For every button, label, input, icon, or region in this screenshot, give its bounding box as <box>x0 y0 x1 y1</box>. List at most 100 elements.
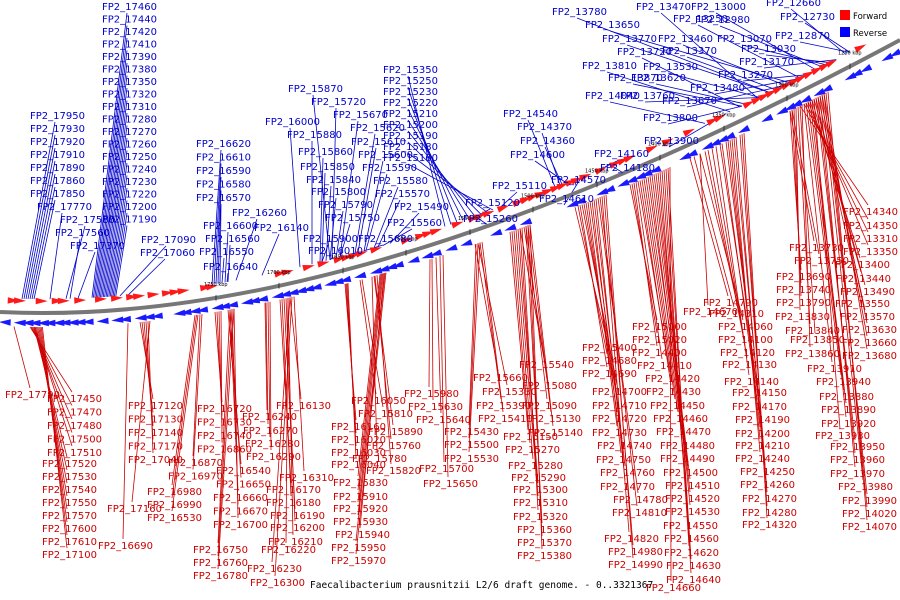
forward-gene-label: FP2_14780 <box>613 495 668 506</box>
reverse-gene-label: FP2_13250 <box>673 14 728 25</box>
forward-gene-label: FP2_15910 <box>333 492 388 503</box>
forward-gene-label: FP2_14410 <box>637 361 692 372</box>
genome-caption: Faecalibacterium prausnitzii L2/6 draft … <box>310 580 653 591</box>
reverse-feature-arrow <box>445 244 458 251</box>
forward-leader-line <box>42 327 68 549</box>
forward-leader-line <box>825 92 868 508</box>
forward-gene-label: FP2_14200 <box>735 429 790 440</box>
reverse-leader-line <box>319 157 324 263</box>
reverse-leader-line <box>33 199 56 300</box>
reverse-gene-label: FP2_13170 <box>739 57 794 68</box>
forward-gene-label: FP2_14060 <box>718 322 773 333</box>
forward-leader-line <box>265 302 269 425</box>
forward-gene-label: FP2_15000 <box>632 322 687 333</box>
forward-leader-line <box>233 308 239 519</box>
forward-gene-label: FP2_14620 <box>664 548 719 559</box>
reverse-gene-label: FP2_15610 <box>351 137 406 148</box>
reverse-gene-label: FP2_15350 <box>383 65 438 76</box>
forward-gene-label: FP2_13930 <box>815 431 870 442</box>
reverse-feature-arrow <box>799 94 812 104</box>
forward-leader-line <box>264 302 268 411</box>
forward-gene-label: FP2_14260 <box>740 480 795 491</box>
reverse-feature-arrow <box>701 141 715 150</box>
forward-gene-label: FP2_16780 <box>193 571 248 582</box>
forward-leader-line <box>36 326 68 484</box>
scale-tick-label: 1600 kbp <box>394 237 418 243</box>
forward-gene-label: FP2_14270 <box>742 494 797 505</box>
reverse-leader-line <box>321 244 329 262</box>
forward-gene-label: FP2_13990 <box>842 496 897 507</box>
reverse-gene-label: FP2_13800 <box>643 113 698 124</box>
forward-feature-arrow <box>794 74 807 84</box>
forward-feature-arrow <box>594 167 607 175</box>
reverse-gene-label: FP2_15250 <box>383 76 438 87</box>
forward-feature-arrow <box>110 295 123 302</box>
forward-leader-line <box>601 196 630 533</box>
reverse-feature-arrow <box>504 223 517 231</box>
forward-leader-line <box>428 259 431 388</box>
reverse-gene-label: FP2_17580 <box>60 215 115 226</box>
legend: Forward Reverse <box>840 10 887 39</box>
forward-gene-label: FP2_15540 <box>519 360 574 371</box>
legend-reverse-label: Reverse <box>853 29 887 39</box>
forward-gene-label: FP2_13950 <box>830 442 885 453</box>
reverse-leader-line <box>714 78 799 95</box>
reverse-gene-label: FP2_15590 <box>362 163 417 174</box>
forward-gene-label: FP2_14760 <box>600 468 655 479</box>
forward-leader-line <box>468 243 477 426</box>
reverse-gene-label: FP2_17420 <box>102 27 157 38</box>
reverse-feature-arrow <box>850 68 863 78</box>
forward-leader-line <box>347 283 357 459</box>
forward-leader-line <box>667 168 692 574</box>
forward-gene-label: FP2_14130 <box>722 360 777 371</box>
reverse-gene-label: FP2_15180 <box>383 142 438 153</box>
forward-gene-label: FP2_16690 <box>98 541 153 552</box>
forward-gene-label: FP2_13850 <box>790 335 845 346</box>
forward-gene-label: FP2_15360 <box>517 525 572 536</box>
reverse-gene-label: FP2_15230 <box>383 87 438 98</box>
forward-leader-line <box>727 140 761 428</box>
forward-gene-label: FP2_13440 <box>836 274 891 285</box>
reverse-leader-line <box>339 223 351 258</box>
reverse-feature-arrow <box>679 152 692 161</box>
reverse-gene-label: FP2_17270 <box>102 127 157 138</box>
reverse-gene-label: FP2_16140 <box>254 223 309 234</box>
forward-leader-line <box>693 156 735 308</box>
forward-gene-label: FP2_14320 <box>742 520 797 531</box>
forward-gene-label: FP2_16230 <box>247 564 302 575</box>
forward-gene-label: FP2_15650 <box>423 479 478 490</box>
forward-feature-arrow <box>355 251 368 258</box>
reverse-leader-line <box>609 30 791 84</box>
forward-leader-line <box>274 296 293 577</box>
reverse-feature-arrow <box>118 315 132 323</box>
reverse-leader-line <box>65 225 86 299</box>
reverse-leader-line <box>354 133 376 254</box>
reverse-feature-arrow <box>188 307 201 314</box>
forward-leader-line <box>442 255 449 478</box>
reverse-feature-arrow <box>278 290 292 297</box>
reverse-feature-arrow <box>247 296 261 304</box>
forward-strand-features <box>7 44 867 305</box>
forward-feature-arrow <box>854 44 867 53</box>
reverse-feature-arrow <box>52 319 65 326</box>
reverse-feature-arrow <box>685 149 699 158</box>
forward-gene-label: FP2_14460 <box>653 414 708 425</box>
forward-leader-line <box>715 146 750 376</box>
forward-gene-label: FP2_17510 <box>47 448 102 459</box>
reverse-gene-label: FP2_17920 <box>30 137 85 148</box>
forward-gene-label: FP2_15150 <box>503 432 558 443</box>
forward-leader-line <box>13 326 31 389</box>
forward-feature-arrow <box>473 213 486 221</box>
reverse-gene-label: FP2_17770 <box>37 202 92 213</box>
forward-leader-line <box>643 178 679 413</box>
forward-gene-label: FP2_17100 <box>42 550 97 561</box>
reverse-feature-arrow <box>28 319 41 327</box>
forward-gene-label: FP2_15290 <box>511 473 566 484</box>
forward-gene-label: FP2_15020 <box>632 335 687 346</box>
forward-gene-label: FP2_13740 <box>776 285 831 296</box>
reverse-gene-label: FP2_13000 <box>691 2 746 13</box>
forward-gene-label: FP2_13970 <box>830 469 885 480</box>
reverse-feature-arrow <box>96 317 109 324</box>
reverse-leader-line <box>407 152 488 213</box>
reverse-leader-line <box>499 191 518 208</box>
